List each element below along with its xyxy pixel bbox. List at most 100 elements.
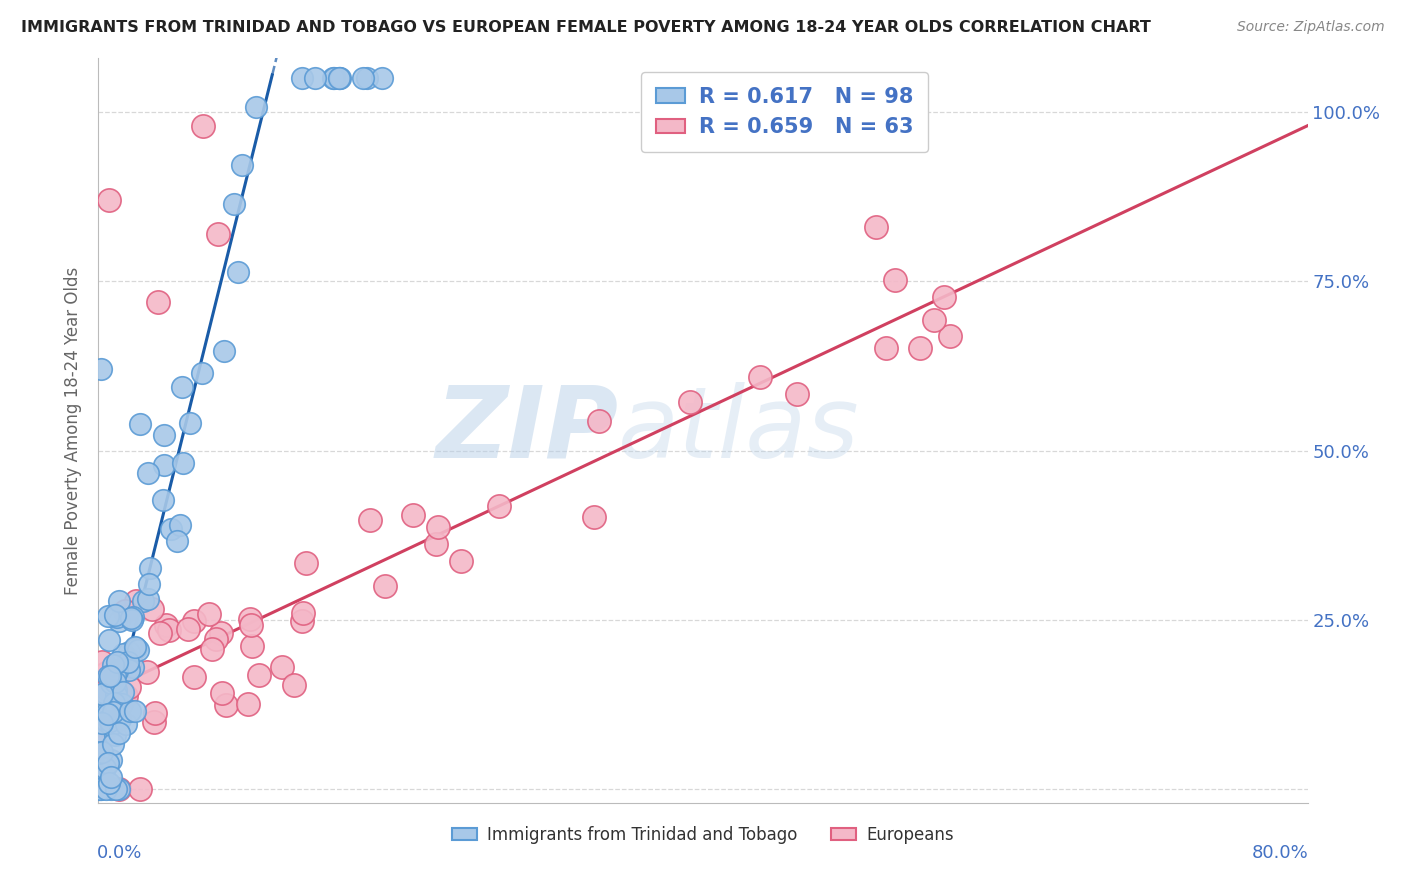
Point: [87, 746, 110, 760]
Point: [104, 782, 127, 797]
Point: [322, 71, 344, 86]
Point: [104, 668, 127, 682]
Point: [143, 706, 166, 721]
Point: [191, 119, 214, 133]
Point: [117, 663, 139, 677]
Point: [183, 615, 205, 629]
Point: [588, 414, 610, 428]
Point: [122, 609, 145, 624]
Point: [105, 664, 128, 678]
Point: [98, 669, 121, 683]
Point: [121, 613, 143, 627]
Point: [922, 313, 945, 327]
Point: [240, 618, 263, 632]
Point: [201, 642, 224, 657]
Point: [91, 655, 114, 669]
Point: [155, 617, 177, 632]
Point: [166, 533, 188, 548]
Point: [371, 71, 394, 86]
Point: [329, 71, 352, 86]
Point: [207, 227, 229, 241]
Point: [865, 220, 887, 235]
Point: [136, 665, 159, 679]
Point: [292, 606, 315, 620]
Legend: Immigrants from Trinidad and Tobago, Europeans: Immigrants from Trinidad and Tobago, Eur…: [446, 819, 960, 850]
Point: [157, 623, 180, 637]
Point: [93, 686, 115, 700]
Point: [236, 697, 259, 711]
Point: [96, 705, 118, 719]
Point: [98, 776, 121, 790]
Point: [104, 674, 127, 689]
Point: [94, 714, 117, 728]
Point: [328, 71, 350, 86]
Point: [89, 724, 111, 739]
Point: [169, 518, 191, 533]
Point: [107, 725, 129, 739]
Point: [875, 341, 897, 355]
Point: [110, 697, 132, 711]
Point: [152, 493, 174, 508]
Point: [132, 594, 155, 608]
Point: [94, 761, 117, 775]
Point: [212, 344, 235, 359]
Point: [87, 782, 110, 797]
Point: [172, 456, 194, 470]
Point: [107, 782, 129, 797]
Point: [100, 717, 122, 731]
Point: [141, 602, 163, 616]
Text: atlas: atlas: [619, 382, 860, 479]
Point: [124, 640, 146, 654]
Point: [304, 71, 326, 86]
Point: [191, 367, 214, 381]
Point: [118, 654, 141, 668]
Text: ZIP: ZIP: [436, 382, 619, 479]
Point: [94, 782, 117, 797]
Point: [152, 428, 174, 442]
Point: [103, 737, 125, 751]
Point: [105, 655, 128, 669]
Point: [352, 71, 374, 86]
Point: [100, 782, 122, 797]
Point: [211, 686, 233, 700]
Point: [96, 779, 118, 793]
Point: [97, 756, 120, 770]
Point: [125, 641, 148, 656]
Point: [153, 458, 176, 472]
Point: [402, 508, 425, 522]
Point: [115, 690, 138, 704]
Point: [240, 639, 263, 653]
Point: [138, 577, 160, 591]
Point: [197, 607, 219, 621]
Point: [98, 714, 121, 728]
Point: [450, 554, 472, 568]
Point: [98, 193, 121, 207]
Point: [105, 688, 128, 702]
Point: [328, 71, 350, 86]
Point: [105, 609, 128, 624]
Point: [118, 680, 141, 694]
Point: [245, 100, 267, 114]
Point: [582, 509, 605, 524]
Point: [222, 196, 245, 211]
Point: [90, 717, 112, 731]
Point: [100, 675, 122, 690]
Point: [488, 499, 510, 513]
Point: [93, 780, 115, 795]
Point: [138, 467, 160, 481]
Point: [101, 658, 124, 673]
Point: [786, 387, 808, 401]
Point: [271, 660, 294, 674]
Point: [908, 341, 931, 355]
Point: [146, 294, 169, 309]
Point: [939, 328, 962, 343]
Point: [127, 643, 149, 657]
Point: [101, 705, 124, 719]
Point: [114, 604, 136, 618]
Point: [120, 611, 142, 625]
Point: [103, 716, 125, 731]
Point: [89, 764, 111, 779]
Point: [122, 659, 145, 673]
Point: [179, 417, 201, 431]
Text: Source: ZipAtlas.com: Source: ZipAtlas.com: [1237, 20, 1385, 34]
